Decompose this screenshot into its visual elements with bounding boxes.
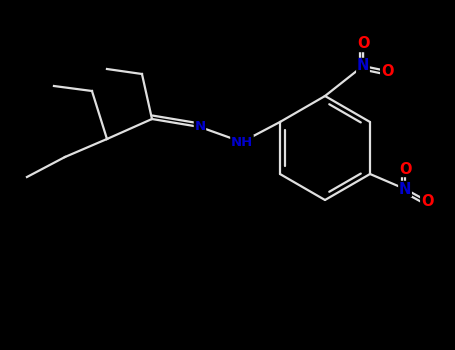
Text: N: N: [357, 58, 369, 74]
Text: O: O: [357, 36, 369, 51]
Text: NH: NH: [231, 135, 253, 148]
Text: O: O: [399, 161, 411, 176]
Text: N: N: [399, 182, 411, 196]
Text: O: O: [421, 194, 433, 209]
Text: N: N: [194, 120, 206, 133]
Text: O: O: [381, 63, 393, 78]
